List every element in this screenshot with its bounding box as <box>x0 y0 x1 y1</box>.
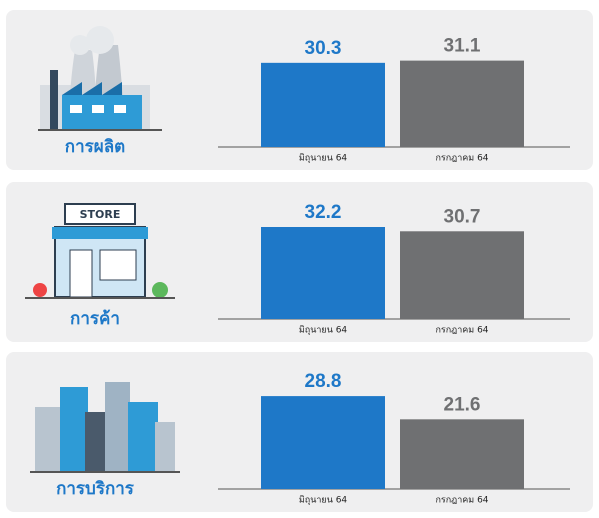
value-label: 21.6 <box>444 394 481 415</box>
bar <box>261 227 385 319</box>
value-label: 28.8 <box>305 371 342 392</box>
bar <box>400 231 524 319</box>
panel-title: การผลิต <box>65 137 125 157</box>
value-label: 32.2 <box>305 202 342 223</box>
category-label: มิถุนายน 64 <box>299 153 348 164</box>
value-label: 30.3 <box>305 38 342 59</box>
value-label: 30.7 <box>444 206 481 227</box>
infographic: การผลิต 30.3 มิถุนายน 64 31.1 กรกฎาคม 64 การค… <box>0 0 599 518</box>
panel-title: การบริการ <box>56 479 135 499</box>
store-sign: STORE <box>80 208 121 221</box>
category-label: กรกฎาคม 64 <box>435 154 488 164</box>
panel-title: การค้า <box>70 309 120 329</box>
value-label: 31.1 <box>444 36 481 57</box>
bar <box>400 61 524 147</box>
category-label: กรกฎาคม 64 <box>435 496 488 506</box>
page: {"chart_data": [ {"type": "bar", "title"… <box>0 0 599 518</box>
bar <box>261 396 385 489</box>
category-label: มิถุนายน 64 <box>299 495 348 506</box>
category-label: กรกฎาคม 64 <box>435 326 488 336</box>
category-label: มิถุนายน 64 <box>299 325 348 336</box>
bar <box>261 63 385 147</box>
bar <box>400 419 524 489</box>
